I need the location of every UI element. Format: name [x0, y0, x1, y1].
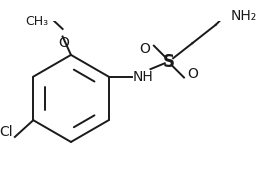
Text: O: O [140, 42, 151, 56]
Text: NH₂: NH₂ [231, 9, 256, 23]
Text: O: O [58, 36, 69, 50]
Text: CH₃: CH₃ [25, 15, 48, 28]
Text: O: O [187, 67, 198, 81]
Text: Cl: Cl [0, 125, 13, 139]
Text: S: S [163, 53, 175, 71]
Text: NH: NH [133, 70, 154, 84]
